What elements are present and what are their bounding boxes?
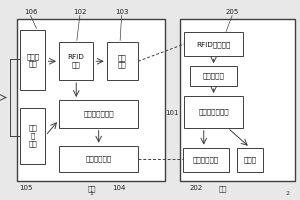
Bar	[183, 148, 229, 171]
Text: RFID
主机: RFID 主机	[68, 54, 85, 68]
Text: 单片机主控模块: 单片机主控模块	[83, 111, 114, 117]
Bar	[20, 108, 46, 164]
Text: RFID无源标签: RFID无源标签	[196, 41, 231, 48]
Bar	[180, 19, 295, 181]
Bar	[20, 30, 46, 90]
Text: 从机: 从机	[219, 185, 227, 192]
Text: 105: 105	[20, 185, 33, 191]
Text: 射频
天线: 射频 天线	[118, 54, 127, 68]
Bar	[59, 42, 93, 80]
Text: 指示灯: 指示灯	[244, 156, 256, 163]
Bar	[59, 146, 138, 171]
Text: 205: 205	[226, 9, 239, 15]
Text: 单片机从控模块: 单片机从控模块	[198, 109, 229, 115]
Text: 蓝牙从机模块: 蓝牙从机模块	[193, 156, 219, 163]
Bar	[190, 66, 237, 86]
Bar	[107, 42, 138, 80]
Bar	[17, 19, 165, 181]
Text: 1: 1	[90, 191, 94, 196]
Text: 第三锂电池: 第三锂电池	[202, 73, 224, 79]
Text: 2: 2	[285, 191, 290, 196]
Bar	[237, 148, 263, 171]
Text: 主机: 主机	[88, 185, 96, 192]
Text: 第一
锂
电池: 第一 锂 电池	[28, 125, 37, 147]
Text: 202: 202	[190, 185, 203, 191]
Text: 102: 102	[73, 9, 86, 15]
Bar	[59, 100, 138, 128]
Bar	[184, 32, 243, 56]
Bar	[184, 96, 243, 128]
Text: 101: 101	[166, 110, 179, 116]
Text: 蓝牙主机模块: 蓝牙主机模块	[85, 155, 112, 162]
Text: 106: 106	[24, 9, 37, 15]
Text: 103: 103	[115, 9, 128, 15]
Text: 104: 104	[112, 185, 125, 191]
Text: 第二锂
电池: 第二锂 电池	[26, 53, 39, 67]
